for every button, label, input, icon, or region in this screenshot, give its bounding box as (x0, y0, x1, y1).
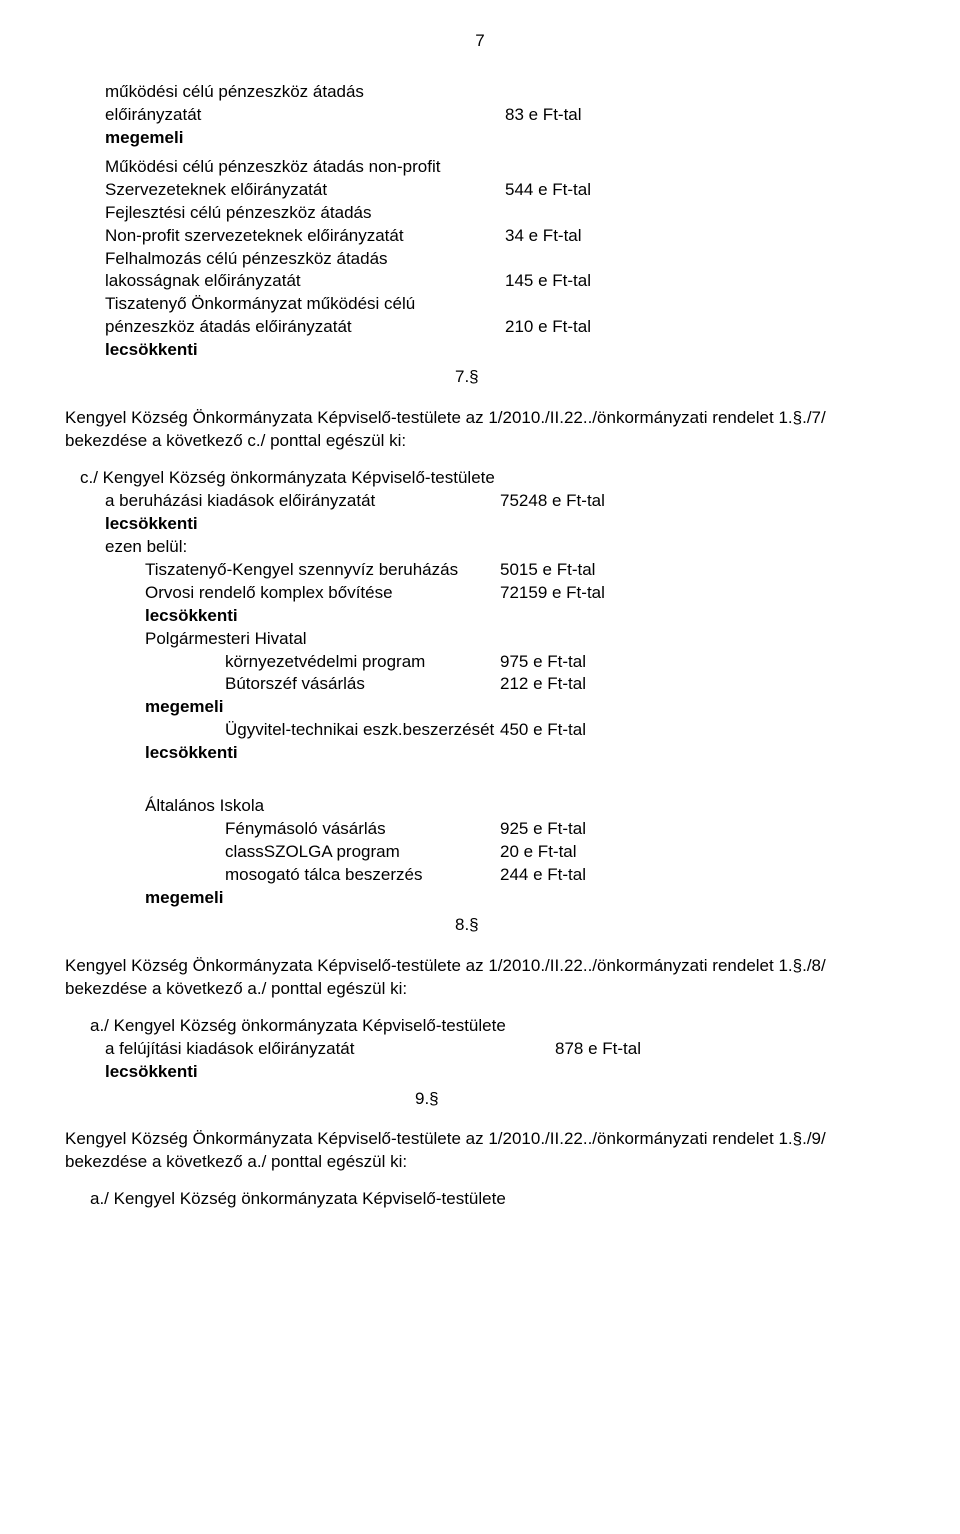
line: ezen belül: (105, 536, 895, 559)
sub: a felújítási kiadások előirányzatát 878 … (105, 1038, 895, 1084)
line-row: a felújítási kiadások előirányzatát 878 … (105, 1038, 895, 1061)
label: Bútorszéf vásárlás (225, 673, 500, 696)
value: 145 e Ft-tal (505, 270, 591, 293)
label: lakosságnak előirányzatát (105, 270, 505, 293)
line-row: Tiszatenyő-Kengyel szennyvíz beruházás 5… (145, 559, 895, 582)
label: Non-profit szervezeteknek előirányzatát (105, 225, 505, 248)
section-8-block: Általános Iskola Fénymásoló vásárlás 925… (105, 795, 895, 937)
sub: a beruházási kiadások előirányzatát 7524… (105, 490, 895, 765)
value: 20 e Ft-tal (500, 841, 577, 864)
action-label: megemeli (105, 127, 895, 150)
label: mosogató tálca beszerzés (225, 864, 500, 887)
action-label: lecsökkenti (105, 339, 895, 362)
value: 5015 e Ft-tal (500, 559, 595, 582)
line: működési célú pénzeszköz átadás (105, 81, 895, 104)
action-label: megemeli (145, 887, 895, 910)
line-row: Ügyvitel-technikai eszk.beszerzését 450 … (225, 719, 895, 742)
line: Polgármesteri Hivatal (145, 628, 895, 651)
section-7-paragraph: Kengyel Község Önkormányzata Képviselő-t… (65, 407, 895, 453)
line-row: a beruházási kiadások előirányzatát 7524… (105, 490, 895, 513)
section-7-block: működési célú pénzeszköz átadás előirány… (105, 81, 895, 389)
line: Működési célú pénzeszköz átadás non-prof… (105, 156, 895, 179)
action-label: lecsökkenti (105, 1061, 895, 1084)
value: 450 e Ft-tal (500, 719, 586, 742)
value: 544 e Ft-tal (505, 179, 591, 202)
section-7-c-block: c./ Kengyel Község önkormányzata Képvise… (65, 467, 895, 765)
label: a beruházási kiadások előirányzatát (105, 490, 500, 513)
section-9-paragraph: Kengyel Község Önkormányzata Képviselő-t… (65, 1128, 895, 1174)
label: Fénymásoló vásárlás (225, 818, 500, 841)
sub-block: Működési célú pénzeszköz átadás non-prof… (105, 156, 895, 362)
line-row: Non-profit szervezeteknek előirányzatát … (105, 225, 895, 248)
line-row: mosogató tálca beszerzés 244 e Ft-tal (225, 864, 895, 887)
line-row: előirányzatát 83 e Ft-tal (105, 104, 895, 127)
label: Tiszatenyő-Kengyel szennyvíz beruházás (145, 559, 500, 582)
line-row: Fénymásoló vásárlás 925 e Ft-tal (225, 818, 895, 841)
section-number: 9.§ (415, 1088, 895, 1111)
document-page: 7 működési célú pénzeszköz átadás előirá… (0, 0, 960, 1534)
label: Orvosi rendelő komplex bővítése (145, 582, 500, 605)
line: Általános Iskola (145, 795, 895, 818)
sub: Ügyvitel-technikai eszk.beszerzését 450 … (225, 719, 895, 742)
page-number: 7 (65, 30, 895, 53)
value: 75248 e Ft-tal (500, 490, 605, 513)
sub: Általános Iskola Fénymásoló vásárlás 925… (145, 795, 895, 910)
line-row: classSZOLGA program 20 e Ft-tal (225, 841, 895, 864)
line-row: Bútorszéf vásárlás 212 e Ft-tal (225, 673, 895, 696)
section-8-paragraph: Kengyel Község Önkormányzata Képviselő-t… (65, 955, 895, 1001)
action-label: megemeli (145, 696, 895, 719)
section-number: 8.§ (455, 914, 895, 937)
line: Felhalmozás célú pénzeszköz átadás (105, 248, 895, 271)
label: környezetvédelmi program (225, 651, 500, 674)
line: c./ Kengyel Község önkormányzata Képvise… (80, 467, 895, 490)
value: 925 e Ft-tal (500, 818, 586, 841)
label: Szervezeteknek előirányzatát (105, 179, 505, 202)
section-8-a-block: a./ Kengyel Község önkormányzata Képvise… (65, 1015, 895, 1111)
label: előirányzatát (105, 104, 505, 127)
label: pénzeszköz átadás előirányzatát (105, 316, 505, 339)
value: 34 e Ft-tal (505, 225, 582, 248)
section-number: 7.§ (455, 366, 895, 389)
sub: Fénymásoló vásárlás 925 e Ft-tal classSZ… (225, 818, 895, 887)
line-row: környezetvédelmi program 975 e Ft-tal (225, 651, 895, 674)
action-label: lecsökkenti (105, 513, 895, 536)
label: a felújítási kiadások előirányzatát (105, 1038, 555, 1061)
value: 210 e Ft-tal (505, 316, 591, 339)
value: 878 e Ft-tal (555, 1038, 641, 1061)
line: a./ Kengyel Község önkormányzata Képvise… (90, 1015, 895, 1038)
value: 72159 e Ft-tal (500, 582, 605, 605)
value: 212 e Ft-tal (500, 673, 586, 696)
value: 975 e Ft-tal (500, 651, 586, 674)
line: Fejlesztési célú pénzeszköz átadás (105, 202, 895, 225)
value: 244 e Ft-tal (500, 864, 586, 887)
sub: Tiszatenyő-Kengyel szennyvíz beruházás 5… (145, 559, 895, 765)
line-row: pénzeszköz átadás előirányzatát 210 e Ft… (105, 316, 895, 339)
action-label: lecsökkenti (145, 605, 895, 628)
line: a./ Kengyel Község önkormányzata Képvise… (90, 1188, 895, 1211)
sub: környezetvédelmi program 975 e Ft-tal Bú… (225, 651, 895, 697)
value: 83 e Ft-tal (505, 104, 582, 127)
line: Tiszatenyő Önkormányzat működési célú (105, 293, 895, 316)
line-row: Szervezeteknek előirányzatát 544 e Ft-ta… (105, 179, 895, 202)
line-row: Orvosi rendelő komplex bővítése 72159 e … (145, 582, 895, 605)
action-label: lecsökkenti (145, 742, 895, 765)
label: classSZOLGA program (225, 841, 500, 864)
line-row: lakosságnak előirányzatát 145 e Ft-tal (105, 270, 895, 293)
label: Ügyvitel-technikai eszk.beszerzését (225, 719, 500, 742)
